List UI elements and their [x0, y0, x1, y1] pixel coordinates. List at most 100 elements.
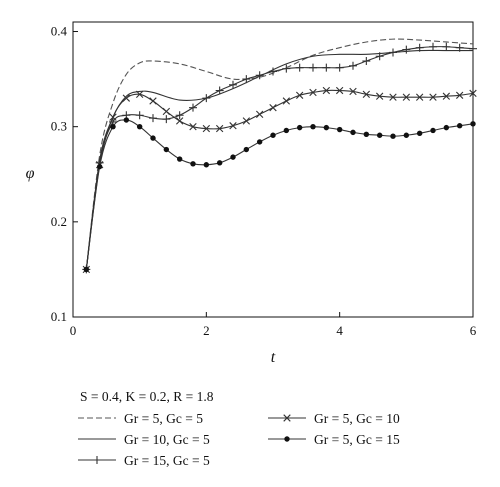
x-axis-label: t [271, 349, 276, 366]
data-point [176, 156, 183, 162]
legend-marker [93, 456, 101, 464]
series-4 [82, 86, 477, 274]
legend-label: Gr = 10, Gc = 5 [124, 432, 210, 447]
series-line [85, 89, 474, 270]
data-point [189, 103, 197, 112]
legend-label: Gr = 15, Gc = 5 [124, 453, 210, 468]
data-point [376, 132, 383, 138]
series-line [85, 49, 473, 270]
plot-frame [72, 21, 474, 318]
data-point [349, 87, 357, 96]
data-point [362, 57, 371, 66]
legend-label: Gr = 5, Gc = 5 [124, 411, 203, 426]
data-point [335, 86, 344, 95]
data-point [175, 111, 184, 120]
y-axis-label: φ [26, 165, 35, 182]
series-line [85, 46, 474, 270]
data-point [136, 123, 143, 130]
data-point [229, 122, 237, 130]
data-point [135, 90, 144, 99]
legend-item: Gr = 5, Gc = 5 [78, 411, 203, 426]
x-tick-label: 0 [70, 323, 77, 338]
data-point [375, 52, 384, 61]
data-point [229, 80, 237, 89]
series-2 [85, 49, 473, 270]
data-point [322, 86, 331, 95]
data-point [350, 129, 356, 136]
data-point [150, 135, 156, 141]
data-point [469, 89, 477, 98]
data-point [295, 91, 304, 99]
data-point [135, 111, 144, 120]
legend-item: Gr = 5, Gc = 10 [268, 411, 400, 426]
data-point [242, 117, 251, 125]
data-point [243, 146, 250, 153]
y-tick-label: 0.3 [51, 119, 67, 134]
data-point [390, 133, 396, 139]
data-point [470, 121, 476, 127]
data-point [230, 154, 236, 160]
data-point [469, 44, 477, 53]
data-point [402, 93, 411, 101]
y-tick-label: 0.1 [51, 309, 67, 324]
data-point [123, 117, 130, 123]
data-point [402, 45, 411, 54]
legend-marker [284, 436, 290, 442]
data-point [335, 63, 344, 72]
legend-label: Gr = 5, Gc = 15 [314, 432, 400, 447]
data-point [442, 92, 451, 100]
data-point [415, 93, 424, 101]
data-point [295, 63, 304, 72]
data-point [455, 91, 464, 99]
series-1 [85, 38, 474, 270]
data-point [110, 123, 116, 130]
x-tick-label: 4 [336, 323, 343, 338]
data-point [202, 94, 211, 103]
data-point [443, 124, 450, 131]
data-point [270, 132, 276, 138]
series-5 [83, 117, 476, 273]
data-point [255, 110, 264, 118]
data-point [175, 117, 184, 125]
data-point [363, 131, 370, 137]
series-3 [82, 42, 477, 274]
data-point [283, 127, 290, 134]
data-point [190, 161, 196, 167]
data-point [96, 163, 103, 170]
x-tick-label: 2 [203, 323, 210, 338]
data-point [403, 132, 410, 138]
data-point [83, 266, 90, 273]
data-point [216, 160, 223, 166]
data-point [149, 97, 157, 105]
data-point [162, 115, 171, 124]
legend-parameters: S = 0.4, K = 0.2, R = 1.8 [80, 389, 214, 404]
data-point [336, 126, 343, 133]
data-point [389, 48, 397, 57]
legend: S = 0.4, K = 0.2, R = 1.8 Gr = 5, Gc = 5… [78, 389, 400, 468]
data-point [256, 139, 263, 145]
y-tick-label: 0.4 [51, 24, 68, 39]
data-point [282, 97, 291, 105]
data-point [242, 75, 251, 84]
data-point [429, 42, 437, 51]
legend-item: Gr = 15, Gc = 5 [78, 453, 210, 468]
data-point [310, 123, 316, 130]
data-point [416, 130, 423, 137]
data-point [215, 124, 224, 133]
legend-item: Gr = 10, Gc = 5 [78, 432, 210, 447]
data-point [282, 64, 291, 73]
data-point [122, 94, 131, 102]
data-point [349, 61, 357, 70]
data-point [389, 93, 397, 101]
data-point [429, 93, 437, 101]
plot-area [82, 38, 477, 274]
data-point [163, 146, 170, 153]
data-point [362, 90, 371, 99]
legend-item: Gr = 5, Gc = 15 [268, 432, 400, 447]
x-tick-label: 6 [470, 323, 477, 338]
data-point [309, 63, 317, 72]
data-point [162, 107, 171, 116]
y-tick-label: 0.2 [51, 214, 67, 229]
data-point [415, 43, 424, 52]
